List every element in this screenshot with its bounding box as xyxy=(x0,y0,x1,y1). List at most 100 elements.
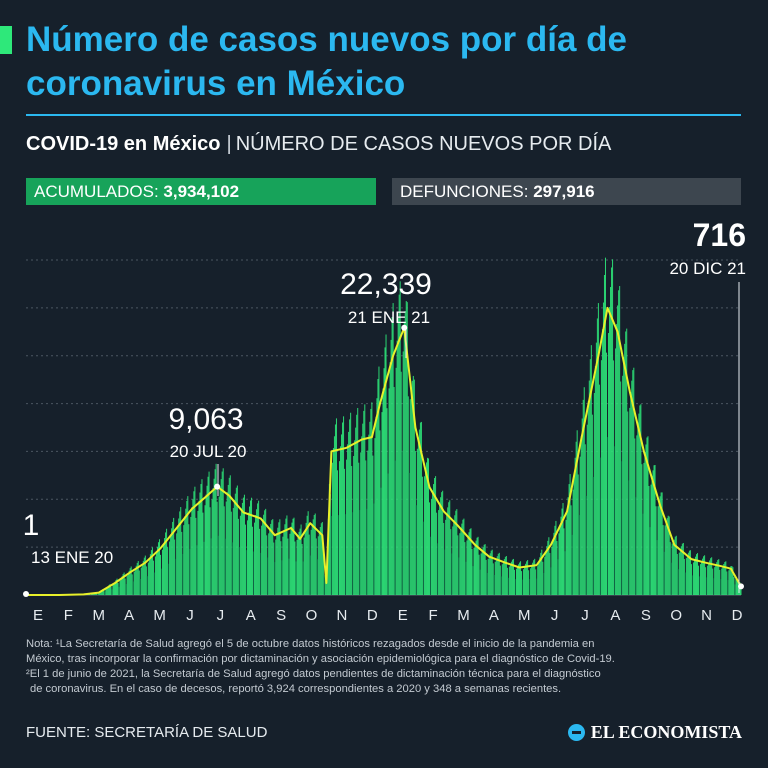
daily-case-bar xyxy=(241,502,243,595)
daily-case-bar xyxy=(190,516,192,595)
daily-case-bar xyxy=(323,575,325,595)
daily-case-bar xyxy=(471,548,473,595)
daily-case-bar xyxy=(397,317,399,595)
daily-case-bar xyxy=(217,535,219,595)
daily-case-bar xyxy=(710,558,712,595)
daily-case-bar xyxy=(264,510,266,595)
daily-case-bar xyxy=(513,569,515,595)
x-tick-label: D xyxy=(367,607,378,624)
daily-case-bar xyxy=(643,462,645,595)
daily-case-bar xyxy=(639,405,641,595)
daily-case-bar xyxy=(267,557,269,595)
daily-case-bar xyxy=(222,468,224,595)
daily-case-bar xyxy=(175,558,177,595)
daily-case-bar xyxy=(129,568,131,595)
daily-case-bar xyxy=(268,533,270,595)
daily-case-bar xyxy=(682,542,684,595)
daily-case-bar xyxy=(501,564,503,595)
daily-case-bar xyxy=(688,550,690,595)
daily-case-bar xyxy=(631,380,633,595)
daily-case-bar xyxy=(732,567,734,595)
daily-case-bar xyxy=(653,465,655,595)
x-tick-label: M xyxy=(457,607,470,624)
daily-case-bar xyxy=(426,457,428,595)
daily-case-bar xyxy=(293,517,295,595)
daily-case-bar xyxy=(633,367,635,595)
daily-case-bar xyxy=(730,566,732,595)
daily-case-bar xyxy=(496,556,498,595)
annotation-value-label: 716 xyxy=(693,217,746,253)
daily-case-bar xyxy=(157,542,159,595)
daily-case-bar xyxy=(235,487,237,595)
daily-case-bar xyxy=(534,558,536,595)
daily-case-bar xyxy=(632,370,634,595)
daily-case-bar xyxy=(148,558,150,595)
daily-case-bar xyxy=(314,513,316,595)
daily-case-bar xyxy=(395,367,397,595)
daily-case-bar xyxy=(292,518,294,595)
daily-case-bar xyxy=(315,538,317,595)
daily-case-bar xyxy=(449,500,451,595)
daily-case-bar xyxy=(640,404,642,595)
daily-case-bar xyxy=(668,516,670,595)
daily-case-bar xyxy=(446,512,448,595)
daily-case-bar xyxy=(592,476,594,595)
x-tick-label: J xyxy=(186,607,194,624)
daily-case-bar xyxy=(375,416,377,595)
daily-case-bar xyxy=(641,464,643,595)
daily-case-bar xyxy=(310,529,312,595)
daily-case-bar xyxy=(140,567,142,595)
daily-case-bar xyxy=(358,462,360,595)
daily-case-bar xyxy=(176,533,178,595)
daily-case-bar xyxy=(712,568,714,595)
daily-case-bar xyxy=(181,531,183,595)
daily-case-bar xyxy=(694,556,696,595)
daily-case-bar xyxy=(735,578,737,595)
daily-case-bar xyxy=(363,410,365,595)
daily-case-bar xyxy=(581,418,583,595)
daily-case-bar xyxy=(425,462,427,595)
daily-case-bar xyxy=(289,533,291,595)
daily-case-bar xyxy=(290,526,292,595)
daily-case-bar xyxy=(407,396,409,595)
daily-case-bar xyxy=(448,502,450,595)
daily-case-bar xyxy=(100,591,102,595)
daily-case-bar xyxy=(702,558,704,595)
daily-case-bar xyxy=(379,430,381,595)
daily-case-bar xyxy=(626,328,628,595)
daily-case-bar xyxy=(704,555,706,595)
daily-case-bar xyxy=(287,538,289,595)
daily-case-bar xyxy=(610,287,612,595)
daily-case-bar xyxy=(413,379,415,595)
daily-case-bar xyxy=(574,457,576,595)
daily-case-bar xyxy=(284,524,286,595)
daily-case-bar xyxy=(128,570,130,595)
daily-case-bar xyxy=(297,535,299,595)
daily-case-bar xyxy=(584,444,586,595)
daily-case-bar xyxy=(357,407,359,595)
x-tick-label: M xyxy=(518,607,531,624)
daily-case-bar xyxy=(438,510,440,595)
daily-case-bar xyxy=(616,324,618,595)
daily-case-bar xyxy=(672,540,674,595)
daily-case-bar xyxy=(461,523,463,595)
daily-case-bar xyxy=(122,574,124,595)
daily-case-bar xyxy=(494,561,496,595)
daily-case-bar xyxy=(651,476,653,595)
daily-case-bar xyxy=(726,571,728,595)
daily-case-bar xyxy=(340,446,342,595)
daily-case-bar xyxy=(708,562,710,595)
daily-case-bar xyxy=(174,539,176,595)
daily-case-bar xyxy=(458,557,460,595)
daily-case-bar xyxy=(595,342,597,595)
daily-case-bar xyxy=(622,375,624,595)
daily-case-bar xyxy=(135,565,137,595)
daily-case-bar xyxy=(460,527,462,595)
daily-case-bar xyxy=(393,387,395,595)
daily-case-bar xyxy=(263,514,265,595)
daily-case-bar xyxy=(725,561,727,595)
daily-case-bar xyxy=(582,399,584,595)
daily-case-bar xyxy=(328,484,330,595)
daily-case-bar xyxy=(250,500,252,595)
footnote-line: Nota: ¹La Secretaría de Salud agregó el … xyxy=(26,638,595,650)
